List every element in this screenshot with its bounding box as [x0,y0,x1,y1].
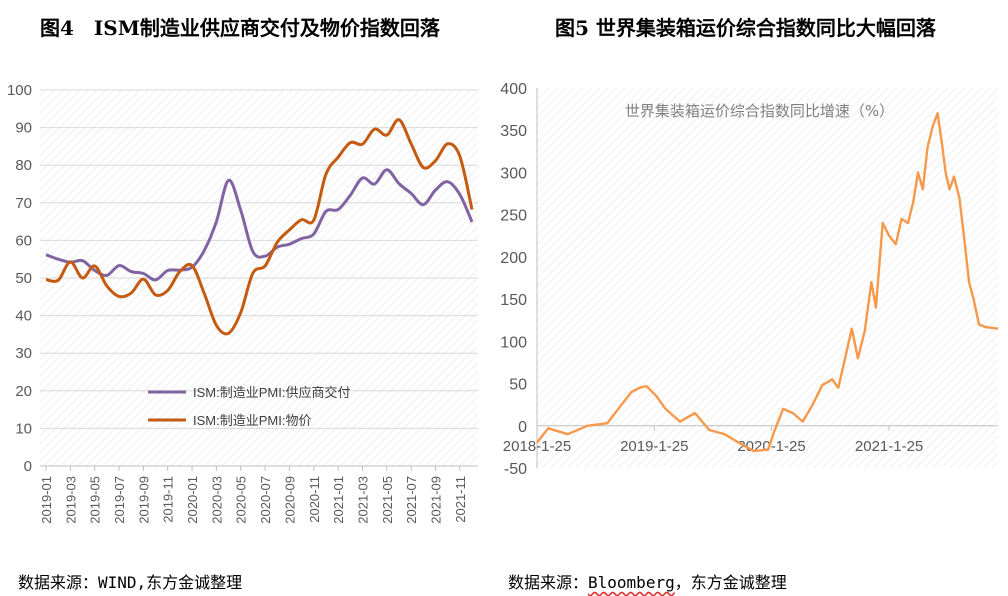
y-tick-label: 150 [500,292,527,309]
x-tick-label: 2021-1-25 [855,438,923,455]
y-tick-label: -50 [504,461,527,478]
x-tick-label: 2019-09 [136,476,151,524]
y-tick-label: 250 [500,208,527,225]
y-tick-label: 100 [500,334,527,351]
x-tick-label: 2020-11 [307,476,322,523]
legend-label-1: ISM:制造业PMI:供应商交付 [193,385,350,400]
y-tick-label: 80 [15,157,32,174]
chart-inner-title: 世界集装箱运价综合指数同比增速（%） [625,102,894,120]
y-tick-label: 300 [500,165,527,182]
figure5-title: 图5 世界集装箱运价综合指数同比大幅回落 [555,16,936,40]
x-tick-label: 2019-11 [161,476,176,523]
source-suffix: ，东方金诚整理 [674,573,787,592]
y-tick-label: 90 [15,120,32,137]
x-tick-label: 2018-1-25 [503,438,571,455]
source-prefix: 数据来源： [508,573,589,592]
figure4-source: 数据来源：WIND,东方金诚整理 [18,573,243,592]
x-tick-label: 2021-05 [380,476,395,524]
figure5-source: 数据来源：Bloomberg，东方金诚整理 [508,569,787,593]
y-tick-label: 50 [15,270,32,287]
y-tick-label: 200 [500,250,527,267]
x-tick-label: 2021-07 [404,476,419,524]
x-tick-label: 2021-11 [453,476,468,523]
y-tick-label: 0 [24,458,32,475]
x-tick-label: 2019-07 [112,476,127,524]
y-tick-label: 0 [518,419,527,436]
y-tick-label: 50 [509,377,527,394]
x-tick-label: 2019-03 [63,476,78,524]
x-tick-label: 2020-01 [185,476,200,524]
source-link-bloomberg: Bloomberg [588,573,675,592]
x-tick-label: 2020-03 [209,476,224,524]
x-tick-label: 2019-05 [88,476,103,524]
y-tick-label: 40 [15,308,32,325]
x-tick-label: 2019-1-25 [620,438,688,455]
x-tick-label: 2019-01 [39,476,54,524]
y-tick-label: 100 [7,82,32,99]
y-tick-label: 30 [15,345,32,362]
plot-area [537,88,998,468]
series-line-2 [45,118,474,336]
x-tick-label: 2020-05 [234,476,249,524]
x-tick-label: 2020-09 [282,476,297,524]
x-tick-label: 2021-01 [331,476,346,524]
y-tick-label: 350 [500,123,527,140]
x-tick-label: 2021-03 [355,476,370,524]
y-tick-label: 70 [15,195,32,212]
y-tick-label: 400 [500,81,527,98]
y-tick-label: 20 [15,383,32,400]
y-tick-label: 10 [15,420,32,437]
y-tick-label: 60 [15,232,32,249]
series-line [536,112,999,453]
figure4-title: 图4 ISM制造业供应商交付及物价指数回落 [40,16,440,40]
legend-label-2: ISM:制造业PMI:物价 [193,413,311,428]
x-tick-label: 2020-07 [258,476,273,524]
x-tick-label: 2021-09 [428,476,443,524]
series-line-1 [45,168,474,282]
